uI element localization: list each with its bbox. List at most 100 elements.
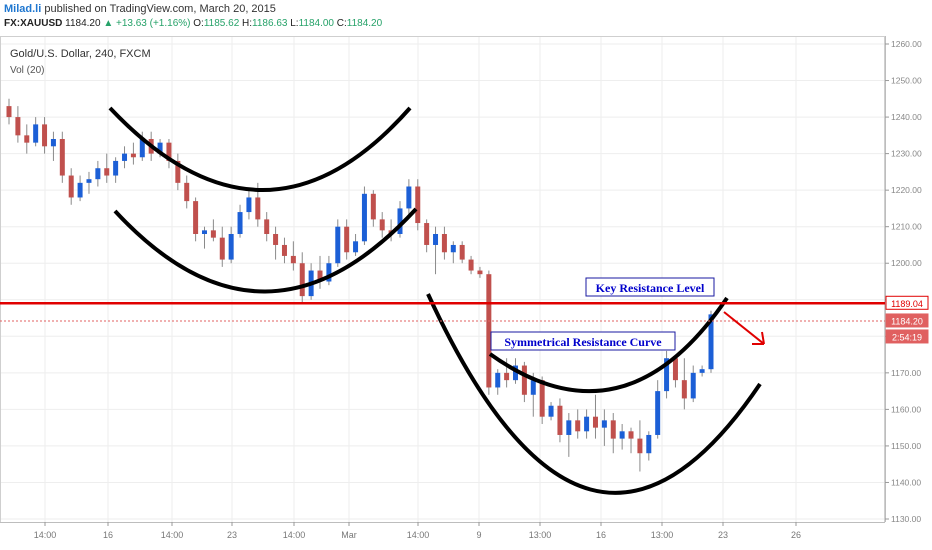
candle-body [557,405,563,435]
y-tick-label: 1200.00 [891,258,922,268]
candle-body [699,369,705,373]
candle-body [59,139,65,176]
y-tick-label: 1240.00 [891,112,922,122]
candle [184,175,190,209]
candle-body [113,160,119,176]
x-tick-label: 14:00 [161,530,184,540]
down-arrow-head [752,331,765,345]
y-tick-label: 1170.00 [891,368,921,378]
candle-body [353,241,359,253]
open-value: 1185.62 [203,18,240,29]
candle-body [433,234,439,245]
candle [42,117,48,154]
y-tick-label: 1220.00 [891,185,922,195]
candle-body [468,259,474,271]
candle-body [104,168,110,176]
x-tick-label: 14:00 [283,530,306,540]
candle-body [77,182,83,198]
x-tick-label: 26 [791,530,801,540]
x-tick-label: 13:00 [651,530,674,540]
candle-body [513,365,519,381]
candle-body [504,372,510,381]
candle [299,252,305,304]
y-tick-label: 1260.00 [891,39,922,49]
candle-body [166,142,172,161]
author-link[interactable]: Milad.li [4,3,42,15]
candle [441,226,447,260]
candle-body [610,420,616,439]
candle-body [273,234,279,245]
candle-body [299,263,305,297]
candle [166,139,172,169]
candle-body [450,244,456,253]
candle [86,171,92,194]
x-tick-label: 9 [476,530,481,540]
lower-left-support-curve[interactable] [113,207,418,294]
candle [521,361,527,403]
candle-body [530,380,536,395]
candle [95,160,101,187]
candle [637,420,643,472]
close-label: C: [336,18,347,29]
price-tag-box [885,329,929,344]
candle-body [655,391,661,435]
candle-body [246,197,252,213]
x-tick-label: 13:00 [529,530,552,540]
candle-body [68,175,74,198]
drawings[interactable]: Key Resistance Level Symmetrical Resista… [0,106,885,495]
candle-body [210,230,216,238]
candle-body [592,416,598,428]
candle [601,409,607,446]
candle [104,153,110,183]
candle-body [397,208,403,234]
candle [175,153,181,191]
key-resistance-label-box[interactable] [585,277,715,297]
candle-body [619,431,625,439]
candle-body [6,106,12,118]
symmetrical-curve-label-box[interactable] [490,331,676,351]
candle [24,124,30,154]
candle-body [264,219,270,234]
y-tick-label: 1150.00 [891,441,921,451]
price-tag-label: 2:54:19 [892,332,922,342]
candle [610,413,616,454]
price-change: ▲ +13.63 (+1.16%) [103,18,191,29]
candle-body [681,380,687,399]
upper-right-resistance-curve[interactable] [488,296,729,394]
candle [628,427,634,454]
candle [113,157,119,183]
volume-indicator-label[interactable]: Vol (20) [10,65,44,76]
candle [77,175,83,202]
x-tick-label: 16 [103,530,113,540]
high-label: H: [242,18,253,29]
candle-body [664,358,670,392]
candle-body [601,420,607,428]
candle-body [157,142,163,154]
candle-body [344,226,350,253]
symbol: FX:XAUUSD [4,18,63,29]
candle [477,266,483,278]
upper-left-resistance-curve[interactable] [108,106,412,192]
quote-line: FX:XAUUSD 1184.20 ▲ +13.63 (+1.16%) O:11… [4,18,382,29]
open-label: O: [193,18,204,29]
plot-frame [0,36,885,523]
candle-body [539,380,545,417]
candle [246,190,252,220]
candle-body [672,358,678,381]
time-axis[interactable]: 14:00 16 14:00 23 14:00 Mar 14:00 9 13:00 16 13:00… [0,522,885,540]
candle [548,402,554,421]
x-tick-label: 14:00 [407,530,430,540]
x-tick-label: Mar [341,530,357,540]
lower-right-support-curve[interactable] [426,293,762,495]
price-axis[interactable]: 1260.00 1250.00 1240.00 1230.00 1220.00 1210.… [885,36,922,524]
candle [361,186,367,245]
candle [201,226,207,249]
candle [486,270,492,395]
candle-body [15,117,21,136]
candle [450,241,456,264]
candle-body [255,197,261,220]
candle [664,350,670,399]
y-tick-label: 1230.00 [891,149,922,159]
candle [370,190,376,227]
